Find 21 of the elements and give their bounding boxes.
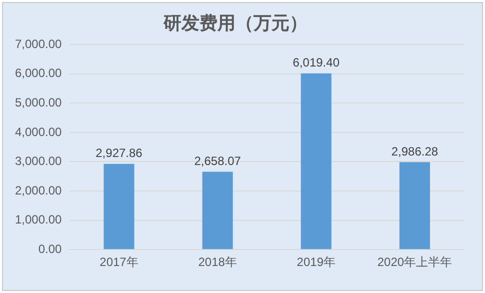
data-label: 2,658.07 xyxy=(194,154,242,168)
y-tick-label: 6,000.00 xyxy=(14,66,62,80)
y-tick-label: 7,000.00 xyxy=(14,36,62,51)
x-tick-label: 2017年 xyxy=(100,255,138,270)
data-label: 2,986.28 xyxy=(391,144,438,158)
y-tick-label: 1,000.00 xyxy=(14,212,62,227)
data-label: 2,927.86 xyxy=(96,146,143,160)
x-tick-label: 2018年 xyxy=(198,255,237,270)
y-tick-label: 0.00 xyxy=(38,242,62,256)
bar xyxy=(300,73,332,250)
x-tick-label: 2019年 xyxy=(296,255,336,270)
y-tick-label: 2,000.00 xyxy=(14,183,62,198)
y-tick-label: 5,000.00 xyxy=(14,95,62,110)
chart-title: 研发费用（万元） xyxy=(162,12,308,33)
bar xyxy=(399,162,430,250)
data-label: 6,019.40 xyxy=(292,56,340,70)
y-tick-label: 4,000.00 xyxy=(14,124,62,139)
x-tick-label: 2020年上半年 xyxy=(377,255,452,270)
bar xyxy=(202,172,233,250)
y-tick-label: 3,000.00 xyxy=(14,154,62,168)
bar xyxy=(104,164,134,250)
